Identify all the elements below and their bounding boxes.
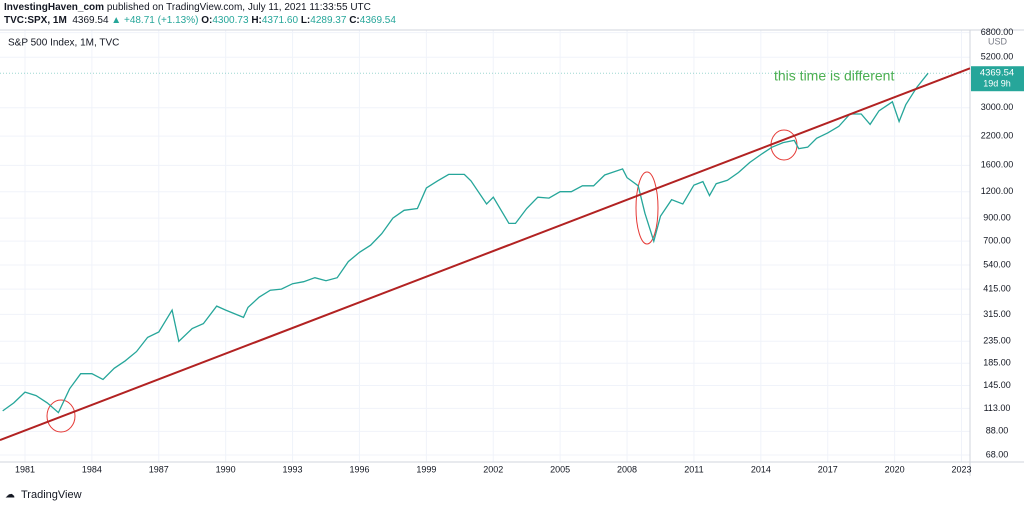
y-tick-label: 185.00 [983,358,1011,368]
header: InvestingHaven_com published on TradingV… [4,1,396,27]
y-tick-label: 540.00 [983,259,1011,269]
chart-title: S&P 500 Index, 1M, TVC [8,38,119,49]
y-tick-label: 2200.00 [981,131,1014,141]
author: InvestingHaven_com [4,2,105,13]
axis-mask [971,31,1024,45]
price-badge-value: 4369.54 [980,68,1014,79]
ohlc-value: 4300.73 [212,15,249,26]
y-tick-label: 113.00 [984,403,1011,413]
y-tick-label: 88.00 [986,426,1009,436]
brand: TradingView [21,489,82,501]
x-tick-label: 1993 [283,464,303,474]
x-tick-label: 1999 [416,464,436,474]
header-line: TVC:SPX, 1M 4369.54 ▲ +48.71 (+1.13%) O:… [4,14,396,27]
y-tick-label: 1200.00 [981,186,1014,196]
y-tick-label: 68.00 [986,449,1009,459]
currency: USD [988,36,1008,46]
y-tick-label: 900.00 [983,212,1011,222]
x-tick-label: 1996 [349,464,369,474]
y-tick-label: 6800.00 [981,27,1014,37]
y-tick-label: 235.00 [983,336,1011,346]
highlight-circle [46,399,76,433]
x-tick-label: 2008 [617,464,637,474]
x-tick-label: 1990 [216,464,236,474]
header-line: InvestingHaven_com published on TradingV… [4,1,396,14]
x-tick-label: 2002 [483,464,503,474]
x-tick-label: 1984 [82,464,102,474]
y-tick-label: 1600.00 [981,160,1014,170]
x-tick-label: 1987 [149,464,169,474]
x-tick-label: 2014 [751,464,771,474]
ohlc-label: O: [201,15,213,26]
published: published on TradingView.com, July 11, 2… [106,2,371,13]
y-tick-label: 315.00 [983,309,1011,319]
ohlc-label: H: [251,15,262,26]
ohlc-value: 4371.60 [261,15,299,26]
annotation: this time is different [774,68,894,84]
x-tick-label: 2005 [550,464,570,474]
symbol: TVC:SPX, 1M [4,15,67,26]
ohlc-label: L: [300,15,311,26]
x-tick-label: 2017 [818,464,838,474]
last: 4369.54 [72,15,109,26]
x-tick-label: 2011 [684,464,703,474]
x-tick-label: 2020 [885,464,905,474]
price-badge-countdown: 19d 9h [983,79,1011,89]
x-tick-label: 2023 [952,464,972,474]
ohlc-label: C: [349,15,360,26]
change: ▲ +48.71 (+1.13%) [111,15,199,26]
trend-line [0,67,971,442]
ohlc-value: 4369.54 [359,15,396,26]
highlight-circle [635,171,659,245]
ohlc-value: 4289.37 [310,15,347,26]
price-badge [971,66,1024,92]
y-tick-label: 5200.00 [981,52,1014,62]
x-tick-label: 1981 [15,464,35,474]
price-line [2,72,929,414]
grid [0,30,970,462]
footer-icon: ☁ [5,490,15,501]
y-tick-label: 3000.00 [981,102,1014,112]
highlight-circle [770,129,798,161]
y-tick-label: 700.00 [983,236,1011,246]
y-tick-label: 145.00 [983,380,1011,390]
y-tick-label: 415.00 [983,283,1011,293]
